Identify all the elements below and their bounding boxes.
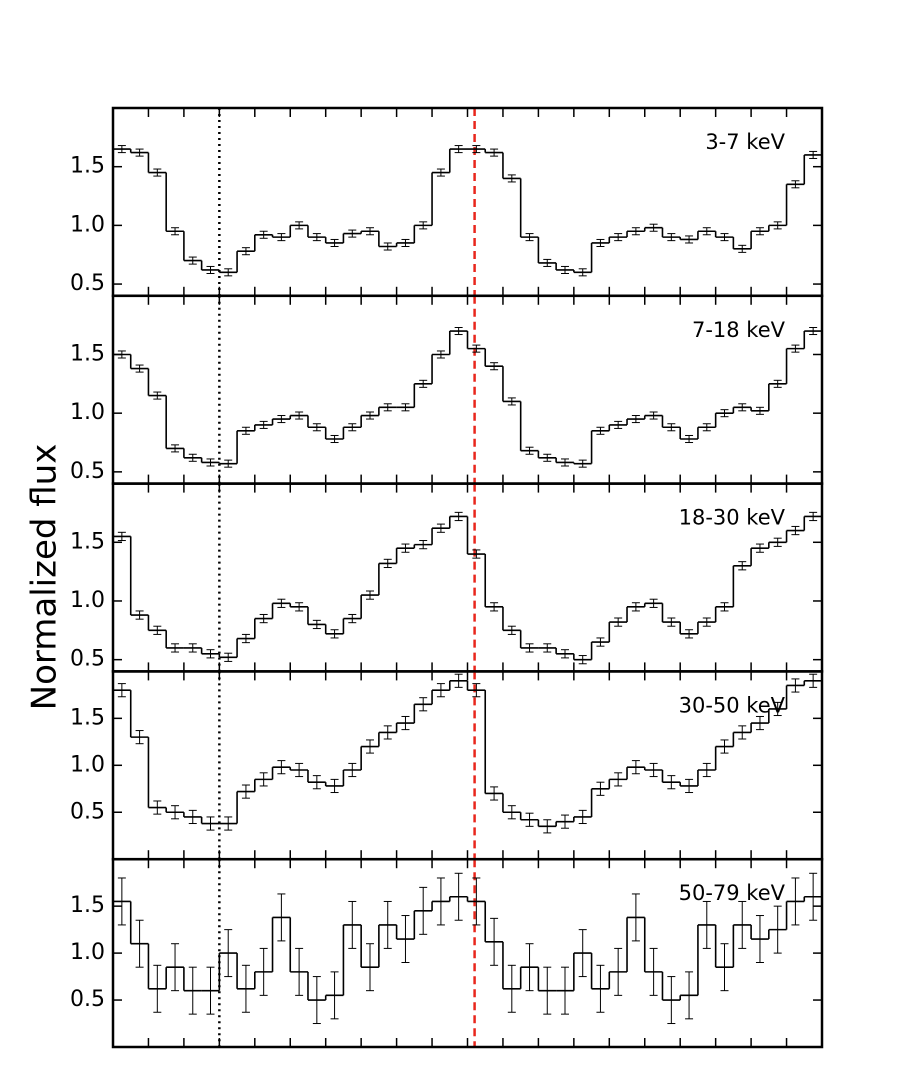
panel-label: 18-30 keV xyxy=(679,506,786,530)
y-tick-label: 1.5 xyxy=(70,893,105,918)
y-tick-label: 1.0 xyxy=(70,940,105,965)
y-tick-label: 1.0 xyxy=(70,400,105,425)
y-tick-label: 1.5 xyxy=(70,705,105,730)
y-tick-label: 1.5 xyxy=(70,341,105,366)
panel-label: 30-50 keV xyxy=(679,693,786,717)
y-tick-label: 0.5 xyxy=(70,799,105,824)
panel-label: 7-18 keV xyxy=(692,318,786,342)
panel-label: 50-79 keV xyxy=(679,881,786,905)
y-tick-label: 0.5 xyxy=(70,647,105,672)
y-tick-label: 1.5 xyxy=(70,529,105,554)
y-tick-label: 1.0 xyxy=(70,588,105,613)
y-tick-label: 0.5 xyxy=(70,987,105,1012)
y-axis-label: Normalized flux xyxy=(25,444,65,711)
panel-frame xyxy=(111,857,824,1049)
y-tick-label: 1.5 xyxy=(70,154,105,179)
y-tick-label: 1.0 xyxy=(70,212,105,237)
y-tick-label: 1.0 xyxy=(70,752,105,777)
y-tick-label: 0.5 xyxy=(70,271,105,296)
y-tick-label: 0.5 xyxy=(70,459,105,484)
panel-label: 3-7 keV xyxy=(705,130,785,154)
